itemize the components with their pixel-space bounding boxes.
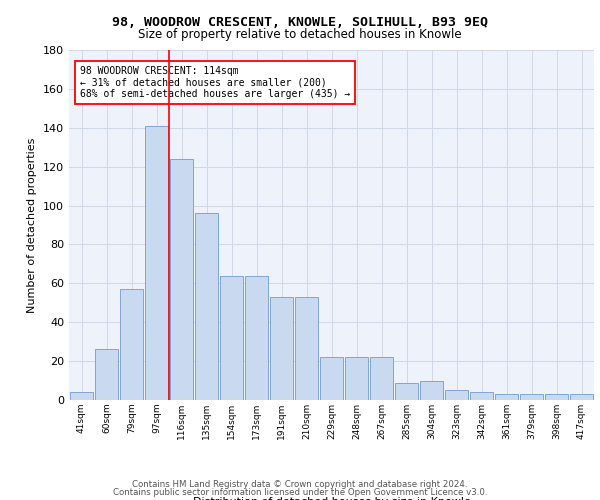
Text: 98 WOODROW CRESCENT: 114sqm
← 31% of detached houses are smaller (200)
68% of se: 98 WOODROW CRESCENT: 114sqm ← 31% of det… (79, 66, 350, 99)
Bar (170, 159, 193, 400)
Bar (419, 380, 443, 400)
Bar (569, 394, 593, 400)
Bar (320, 357, 343, 400)
Bar (445, 390, 469, 400)
Bar (470, 392, 493, 400)
Text: Contains public sector information licensed under the Open Government Licence v3: Contains public sector information licen… (113, 488, 487, 497)
Bar (220, 276, 244, 400)
Text: 98, WOODROW CRESCENT, KNOWLE, SOLIHULL, B93 9EQ: 98, WOODROW CRESCENT, KNOWLE, SOLIHULL, … (112, 16, 488, 29)
Bar (295, 297, 319, 400)
Bar (194, 214, 218, 400)
X-axis label: Distribution of detached houses by size in Knowle: Distribution of detached houses by size … (193, 498, 470, 500)
Bar (520, 394, 544, 400)
Bar (344, 357, 368, 400)
Text: Contains HM Land Registry data © Crown copyright and database right 2024.: Contains HM Land Registry data © Crown c… (132, 480, 468, 489)
Bar (370, 357, 394, 400)
Bar (145, 126, 169, 400)
Bar (95, 350, 118, 400)
Bar (545, 394, 568, 400)
Bar (494, 394, 518, 400)
Y-axis label: Number of detached properties: Number of detached properties (28, 138, 37, 312)
Bar (119, 289, 143, 400)
Bar (70, 392, 94, 400)
Bar (395, 382, 418, 400)
Bar (245, 276, 268, 400)
Bar (269, 297, 293, 400)
Text: Size of property relative to detached houses in Knowle: Size of property relative to detached ho… (138, 28, 462, 41)
